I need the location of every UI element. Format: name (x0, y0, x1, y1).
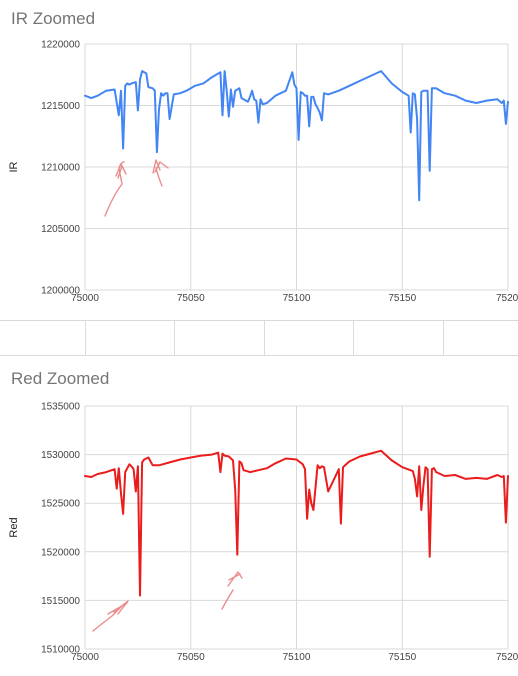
y-tick-label: 1210000 (41, 163, 80, 174)
y-tick-label: 1535000 (41, 402, 80, 413)
x-tick-label: 75150 (388, 293, 416, 304)
y-tick-label: 1205000 (41, 224, 80, 235)
hand-drawn-arrow (221, 571, 243, 610)
y-tick-label: 1215000 (41, 101, 80, 112)
strip-cell-divider (353, 321, 354, 355)
y-tick-label: 1220000 (41, 40, 80, 51)
y-tick-label: 1520000 (41, 547, 80, 558)
red-chart-title: Red Zoomed (11, 369, 110, 388)
strip-cell-divider (174, 321, 175, 355)
spreadsheet-row-strip (0, 320, 518, 356)
y-tick-label: 1530000 (41, 450, 80, 461)
y-tick-label: 1510000 (41, 645, 80, 656)
strip-cell-divider (85, 321, 86, 355)
x-tick-label: 75100 (283, 652, 311, 663)
y-tick-label: 1525000 (41, 499, 80, 510)
hand-drawn-arrow (92, 600, 129, 632)
red-chart: 1510000 1515000 1520000 1525000 1530000 15350… (8, 402, 518, 664)
x-tick-label: 75150 (388, 652, 416, 663)
y-axis-title: IR (8, 161, 20, 172)
hand-drawn-arrow (104, 161, 127, 217)
ir-chart-title: IR Zoomed (11, 9, 96, 28)
x-tick-label: 75000 (71, 293, 99, 304)
x-tick-label: 7520 (496, 652, 518, 663)
series-line (84, 70, 509, 202)
x-tick-label: 75000 (71, 652, 99, 663)
x-tick-label: 75050 (177, 293, 205, 304)
x-tick-label: 75100 (283, 293, 311, 304)
hand-drawn-arrow (152, 159, 169, 187)
x-tick-label: 7520 (496, 293, 518, 304)
y-axis-title: Red (8, 517, 20, 537)
x-tick-label: 75050 (177, 652, 205, 663)
y-tick-label: 1515000 (41, 596, 80, 607)
y-tick-label: 1200000 (41, 286, 80, 297)
series-line (84, 449, 509, 597)
strip-cell-divider (264, 321, 265, 355)
ir-chart: 1200000 1205000 1210000 1215000 1220000 75000… (8, 40, 518, 305)
strip-cell-divider (443, 321, 444, 355)
